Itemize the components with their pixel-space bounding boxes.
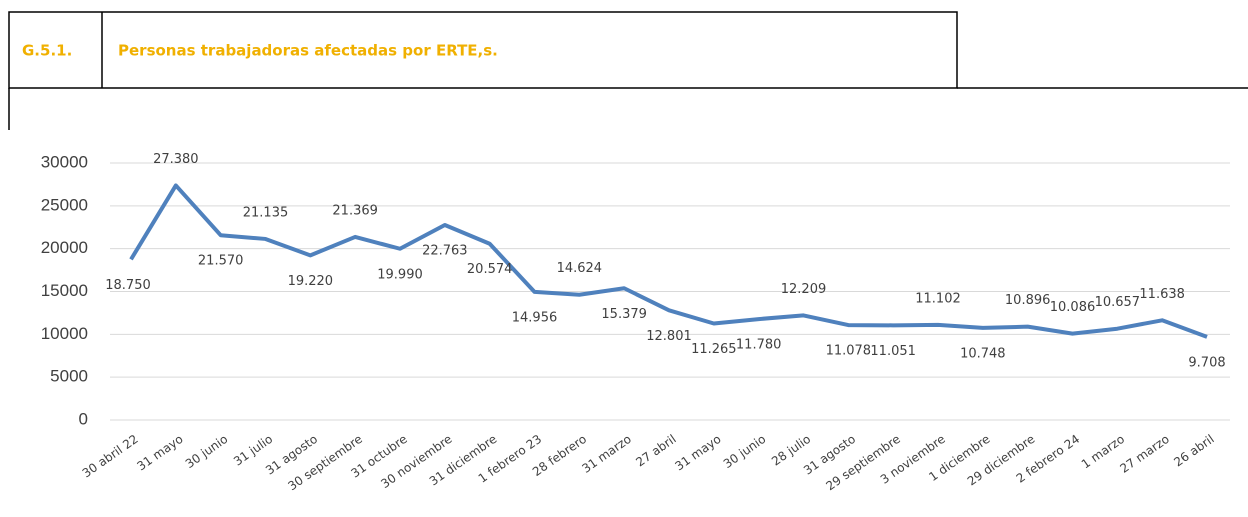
value-label: 14.956 — [512, 310, 558, 325]
x-tick-label: 31 mayo — [134, 432, 185, 474]
x-tick-label: 27 marzo — [1117, 432, 1171, 476]
value-label: 10.748 — [960, 346, 1006, 361]
line — [129, 183, 1208, 339]
value-label: 11.051 — [870, 344, 916, 359]
value-label: 11.078 — [826, 344, 872, 359]
y-tick-label: 25000 — [41, 195, 88, 214]
value-label: 19.220 — [288, 274, 334, 289]
value-label: 11.780 — [736, 338, 782, 353]
value-label: 11.102 — [915, 291, 961, 306]
value-label: 14.624 — [557, 261, 603, 276]
x-tick-label: 26 abril — [1171, 432, 1216, 470]
y-tick-label: 15000 — [41, 281, 88, 300]
x-tick-label: 31 mayo — [672, 432, 723, 474]
x-tick-label: 30 junio — [721, 432, 769, 471]
value-label: 21.369 — [332, 203, 378, 218]
value-label: 12.209 — [781, 282, 827, 297]
value-label: 10.657 — [1095, 295, 1141, 310]
y-tick-label: 20000 — [41, 238, 88, 257]
value-label: 11.265 — [691, 342, 737, 357]
header-box — [8, 11, 958, 89]
header-code: G.5.1. — [22, 42, 72, 60]
value-label: 20.574 — [467, 262, 513, 277]
x-tick-label: 27 abril — [633, 432, 678, 470]
value-label: 10.086 — [1050, 300, 1096, 315]
x-tick-label: 30 junio — [183, 432, 231, 471]
value-label: 27.380 — [153, 152, 199, 167]
value-label: 11.638 — [1139, 287, 1185, 302]
value-label: 18.750 — [105, 278, 151, 293]
value-label: 15.379 — [601, 307, 647, 322]
x-tick-label: 30 abril 22 — [80, 432, 141, 481]
y-tick-label: 30000 — [41, 152, 88, 171]
value-label: 21.135 — [243, 205, 289, 220]
value-label: 9.708 — [1188, 355, 1225, 370]
y-tick-label: 5000 — [50, 367, 88, 386]
y-tick-label: 0 — [79, 409, 88, 428]
value-label: 22.763 — [422, 243, 468, 258]
y-tick-label: 10000 — [41, 324, 88, 343]
x-tick-label: 31 marzo — [579, 432, 633, 476]
header-title: Personas trabajadoras afectadas por ERTE… — [118, 42, 498, 60]
value-label: 12.801 — [646, 329, 692, 344]
value-label: 19.990 — [377, 267, 423, 282]
value-label: 10.896 — [1005, 293, 1051, 308]
value-label: 21.570 — [198, 254, 244, 269]
